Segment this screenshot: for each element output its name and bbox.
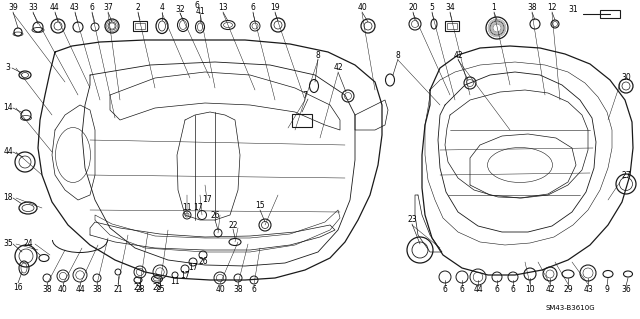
Text: 12: 12 (547, 4, 557, 12)
Text: 34: 34 (445, 4, 455, 12)
Text: 11: 11 (170, 278, 180, 286)
Text: 38: 38 (233, 286, 243, 294)
Text: 6: 6 (460, 286, 465, 294)
Bar (447, 23, 457, 29)
Text: 44: 44 (473, 286, 483, 294)
Text: 39: 39 (8, 4, 18, 12)
Text: 5: 5 (429, 4, 435, 12)
Text: 29: 29 (563, 286, 573, 294)
Text: 32: 32 (175, 4, 185, 13)
Text: 6: 6 (251, 4, 255, 12)
Text: 25: 25 (155, 286, 165, 294)
Text: 31: 31 (568, 5, 578, 14)
Text: 6: 6 (443, 286, 447, 294)
Text: 33: 33 (28, 4, 38, 12)
Text: 40: 40 (215, 286, 225, 294)
Text: 40: 40 (58, 286, 68, 294)
Text: 6: 6 (195, 2, 200, 11)
Text: 28: 28 (135, 286, 145, 294)
Text: 17: 17 (202, 196, 212, 204)
Text: 16: 16 (13, 283, 23, 292)
Text: 6: 6 (252, 286, 257, 294)
Text: SM43-B3610G: SM43-B3610G (545, 305, 595, 311)
Text: 44: 44 (75, 286, 85, 294)
Bar (135, 23, 145, 29)
Text: 20: 20 (408, 4, 418, 12)
Bar (600, 10, 620, 18)
Text: 11: 11 (182, 204, 192, 212)
Text: 26: 26 (198, 257, 208, 266)
Text: 6: 6 (511, 286, 515, 294)
Text: 40: 40 (357, 4, 367, 12)
Text: 17: 17 (180, 271, 190, 279)
Text: 42: 42 (333, 63, 343, 72)
Text: 18: 18 (3, 194, 13, 203)
Text: 10: 10 (525, 286, 535, 294)
Text: 6: 6 (90, 4, 95, 12)
Text: 22: 22 (228, 220, 237, 229)
Text: 35: 35 (3, 240, 13, 249)
Text: 13: 13 (218, 4, 228, 12)
Text: 7: 7 (303, 91, 307, 100)
Text: 9: 9 (605, 286, 609, 294)
Bar (445, 21, 459, 31)
Text: 38: 38 (527, 4, 537, 12)
Text: 44: 44 (50, 4, 60, 12)
Text: 38: 38 (92, 286, 102, 294)
Text: 26: 26 (210, 211, 220, 219)
Text: 21: 21 (113, 286, 123, 294)
Text: 8: 8 (396, 50, 401, 60)
Text: 6: 6 (495, 286, 499, 294)
Bar (292, 114, 312, 127)
Text: 41: 41 (195, 6, 205, 16)
Text: 27: 27 (621, 170, 631, 180)
Text: 4: 4 (159, 4, 164, 12)
Text: 24: 24 (23, 240, 33, 249)
Text: 23: 23 (407, 216, 417, 225)
Text: 36: 36 (621, 286, 631, 294)
Text: 28: 28 (152, 283, 162, 292)
Text: 14: 14 (3, 103, 13, 113)
Text: 42: 42 (545, 286, 555, 294)
Text: 8: 8 (316, 50, 321, 60)
Text: 21: 21 (133, 283, 143, 292)
Text: 17: 17 (193, 204, 203, 212)
Text: 37: 37 (103, 4, 113, 12)
Text: 17: 17 (188, 263, 198, 272)
Text: 42: 42 (453, 50, 463, 60)
Text: 38: 38 (42, 286, 52, 294)
Text: 44: 44 (3, 147, 13, 157)
Text: 2: 2 (136, 4, 140, 12)
Text: 43: 43 (70, 4, 80, 12)
Text: 19: 19 (270, 4, 280, 12)
Text: 30: 30 (621, 73, 631, 83)
Text: 15: 15 (255, 201, 265, 210)
Text: 3: 3 (6, 63, 10, 72)
Bar (133, 21, 147, 31)
Text: 1: 1 (492, 4, 497, 12)
Text: 43: 43 (583, 286, 593, 294)
